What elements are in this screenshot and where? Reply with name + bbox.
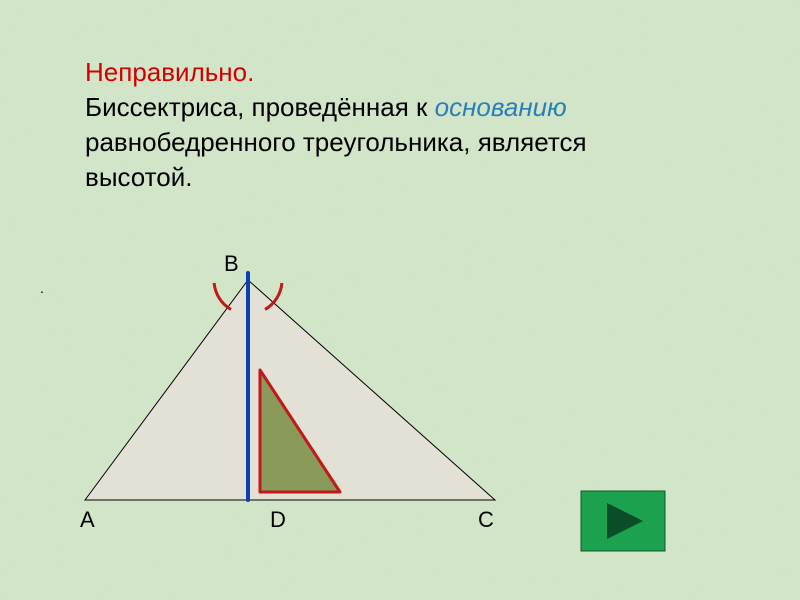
play-icon	[580, 490, 666, 552]
next-button[interactable]	[580, 490, 666, 552]
text-line2-pre: Биссектриса, проведённая к	[85, 92, 435, 122]
vertex-label-c: C	[478, 507, 494, 533]
text-line4: высотой.	[85, 162, 193, 192]
vertex-label-a: A	[80, 507, 95, 533]
vertex-label-d: D	[270, 507, 286, 533]
triangle-diagram: A B C D	[50, 255, 550, 545]
triangle-svg	[50, 255, 550, 545]
feedback-text: Неправильно. Биссектриса, проведённая к …	[85, 55, 685, 195]
slide: Неправильно. Биссектриса, проведённая к …	[0, 0, 800, 600]
text-line2-accent: основанию	[435, 92, 567, 122]
text-line3: равнобедренного треугольника, является	[85, 127, 587, 157]
text-incorrect: Неправильно.	[85, 57, 254, 87]
vertex-label-b: B	[224, 251, 239, 277]
bullet-dot: .	[40, 280, 44, 296]
